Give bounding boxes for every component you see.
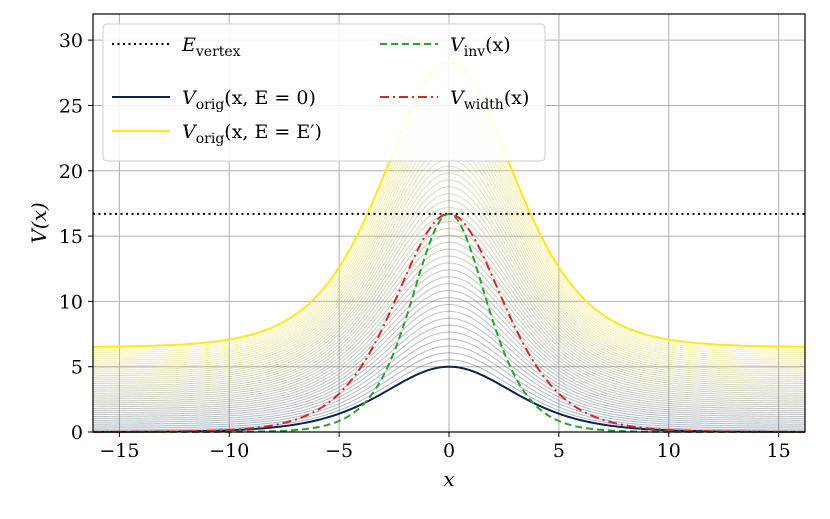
family-curve [92,234,806,396]
legend-label: Vorig(x, E = E′) [182,121,322,147]
x-tick-label: −15 [99,440,139,462]
family-curve [92,324,806,421]
legend-entry-e-vertex: Evertex [112,34,241,60]
family-curve [92,269,806,406]
family-curve [92,248,806,400]
family-curve [92,172,806,379]
y-tick-label: 30 [59,30,83,52]
family-curve [92,227,806,394]
x-tick-label: 15 [767,440,791,462]
legend: Evertex Vorig(x, E = 0) Vorig(x, E = E′) Vi… [102,23,546,162]
axis-ticks: −15 −10 −5 0 5 10 15 0 5 10 15 20 25 30 [59,30,791,462]
x-tick-label: 5 [553,440,565,462]
family-curve [92,255,806,402]
family-curve [93,310,805,417]
legend-entry-v-orig-e0: Vorig(x, E = 0) [112,87,316,113]
legend-label: Evertex [181,34,241,60]
legend-box [102,23,546,162]
y-axis-label: V(x) [27,202,51,243]
family-curve [92,296,806,414]
family-curve [92,303,806,416]
legend-label: Vinv(x) [450,34,511,60]
family-curve [92,276,806,408]
x-tick-label: 0 [443,440,455,462]
family-curve [92,352,806,429]
family-curve [92,317,806,419]
x-tick-label: −10 [209,440,249,462]
family-curve [92,262,806,404]
legend-label: Vwidth(x) [450,87,529,113]
y-tick-label: 15 [59,226,83,248]
legend-entry-v-width: Vwidth(x) [380,87,529,113]
v-width-line [93,212,805,433]
family-curve [92,359,806,431]
family-curve [92,193,806,385]
y-tick-label: 5 [71,357,83,379]
family-curve [92,241,806,398]
x-axis-label: x [443,467,454,491]
y-tick-label: 25 [59,95,83,117]
family-curve [92,207,806,388]
family-curve [92,283,806,410]
x-tick-label: −5 [325,440,353,462]
family-curve [92,338,806,425]
family-curve [92,220,806,392]
legend-label: Vorig(x, E = 0) [182,87,316,113]
x-tick-label: 10 [657,440,681,462]
family-curve [92,179,806,381]
legend-entry-v-inv: Vinv(x) [380,34,511,60]
family-curve [92,165,806,377]
y-tick-label: 0 [71,422,83,444]
family-curve [93,331,805,423]
family-curve [92,200,806,387]
legend-entry-v-orig-eprime: Vorig(x, E = E′) [112,121,322,147]
family-curve [92,290,806,412]
y-tick-label: 20 [59,161,83,183]
family-curve [92,186,806,383]
family-curve [93,345,805,427]
y-tick-label: 10 [59,291,83,313]
